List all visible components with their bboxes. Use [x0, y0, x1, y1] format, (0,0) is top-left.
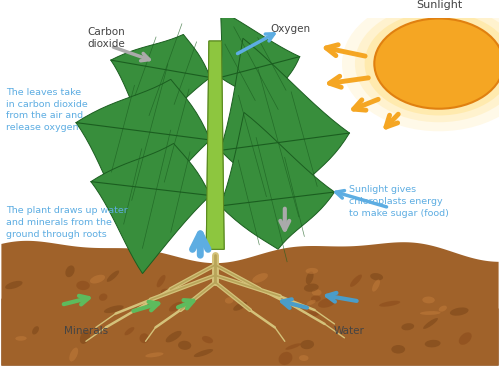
Text: Oxygen: Oxygen: [270, 23, 310, 34]
Ellipse shape: [422, 297, 435, 304]
Ellipse shape: [304, 284, 318, 292]
Polygon shape: [206, 41, 224, 249]
Ellipse shape: [450, 308, 468, 316]
Ellipse shape: [80, 330, 90, 344]
Ellipse shape: [420, 311, 440, 315]
Ellipse shape: [194, 349, 213, 357]
Circle shape: [342, 0, 500, 131]
Ellipse shape: [76, 281, 90, 290]
Ellipse shape: [66, 265, 74, 277]
Ellipse shape: [161, 289, 170, 294]
Circle shape: [355, 5, 500, 122]
Polygon shape: [2, 297, 498, 366]
Ellipse shape: [300, 340, 314, 349]
Text: Sunlight: Sunlight: [416, 0, 462, 10]
Ellipse shape: [350, 275, 362, 287]
Ellipse shape: [318, 298, 336, 308]
Ellipse shape: [178, 341, 192, 350]
Ellipse shape: [306, 300, 316, 305]
Polygon shape: [2, 241, 498, 366]
Ellipse shape: [306, 272, 314, 284]
Ellipse shape: [99, 294, 108, 301]
Ellipse shape: [233, 302, 247, 311]
Ellipse shape: [166, 331, 182, 342]
Ellipse shape: [16, 336, 26, 341]
Ellipse shape: [156, 275, 166, 287]
Ellipse shape: [202, 336, 213, 344]
Ellipse shape: [424, 340, 440, 348]
Ellipse shape: [5, 281, 22, 289]
Ellipse shape: [140, 333, 149, 343]
Ellipse shape: [106, 270, 119, 282]
Text: Minerals: Minerals: [64, 326, 108, 336]
Ellipse shape: [306, 268, 318, 274]
Polygon shape: [206, 41, 224, 249]
Ellipse shape: [180, 303, 188, 309]
Text: Water: Water: [334, 326, 365, 336]
Ellipse shape: [169, 302, 182, 312]
Ellipse shape: [379, 301, 400, 307]
Ellipse shape: [459, 332, 471, 345]
Text: The leaves take
in carbon dioxide
from the air and
release oxygen: The leaves take in carbon dioxide from t…: [6, 88, 88, 132]
Ellipse shape: [70, 348, 78, 361]
Ellipse shape: [252, 273, 268, 283]
Polygon shape: [220, 112, 334, 249]
Ellipse shape: [299, 355, 308, 361]
Polygon shape: [111, 34, 210, 135]
Polygon shape: [91, 143, 210, 273]
Polygon shape: [220, 11, 300, 102]
Ellipse shape: [312, 289, 322, 296]
Ellipse shape: [286, 343, 301, 350]
Ellipse shape: [225, 297, 234, 304]
Circle shape: [374, 18, 500, 109]
Ellipse shape: [311, 295, 321, 302]
Ellipse shape: [104, 305, 124, 313]
Polygon shape: [220, 38, 350, 202]
Ellipse shape: [90, 275, 105, 284]
Ellipse shape: [423, 318, 438, 329]
Ellipse shape: [32, 326, 39, 334]
Ellipse shape: [392, 345, 405, 353]
Ellipse shape: [438, 306, 447, 312]
Ellipse shape: [370, 273, 383, 280]
Ellipse shape: [402, 323, 414, 330]
Text: The plant draws up water
and minerals from the
ground through roots: The plant draws up water and minerals fr…: [6, 206, 128, 239]
Ellipse shape: [278, 352, 292, 365]
Circle shape: [364, 12, 500, 116]
Polygon shape: [76, 79, 210, 229]
Ellipse shape: [124, 327, 134, 335]
Text: Carbon
dioxide: Carbon dioxide: [87, 27, 124, 49]
Ellipse shape: [304, 311, 319, 316]
Ellipse shape: [146, 352, 164, 357]
Ellipse shape: [372, 280, 380, 292]
Text: Sunlight gives
chloroplasts energy
to make sugar (food): Sunlight gives chloroplasts energy to ma…: [350, 185, 450, 218]
